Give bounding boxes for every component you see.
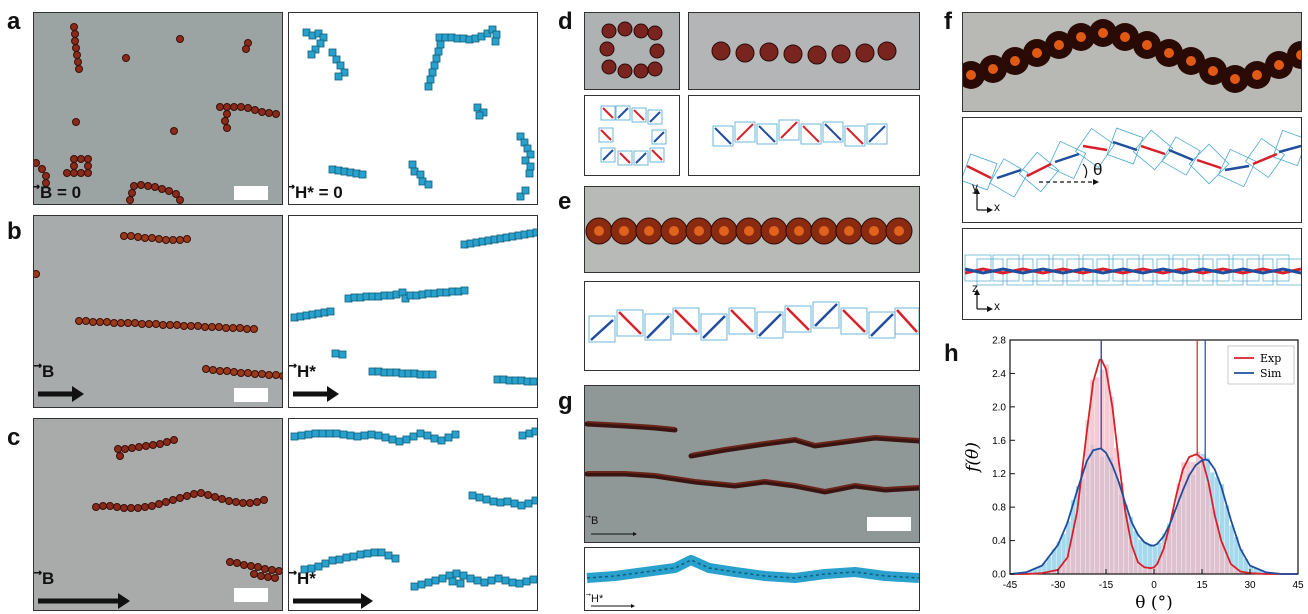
field-label-c-exp: ⃗B xyxy=(42,569,55,588)
panel-c-experiment: ⃗B xyxy=(33,418,283,611)
histogram-bar xyxy=(1181,461,1187,575)
y-tick-label: 2.4 xyxy=(992,369,1006,380)
panel-label-e: e xyxy=(558,188,572,215)
panel-f-xy-simulation: θ y x xyxy=(962,117,1302,223)
field-label-c-sim: ⃗H* xyxy=(297,569,316,588)
cube-chain-e-sim xyxy=(588,301,919,343)
particle-square-exp xyxy=(599,21,665,79)
panel-label-h: h xyxy=(944,340,959,367)
panel-label-b: b xyxy=(7,218,22,245)
field-label-a-sim: ⃗H* = 0 xyxy=(295,183,343,202)
x-tick-label: -45 xyxy=(1003,580,1018,591)
particle-chains-g-exp xyxy=(585,421,919,536)
y-tick-label: 0.8 xyxy=(992,503,1006,514)
histogram-bar xyxy=(1099,369,1105,575)
scale-bar xyxy=(234,186,268,200)
histogram-bar xyxy=(1094,376,1100,575)
panel-f-experiment xyxy=(962,12,1302,112)
x-tick-label: 45 xyxy=(1292,580,1304,591)
panel-label-a: a xyxy=(7,8,21,35)
histogram-bar xyxy=(1109,396,1115,575)
y-tick-label: 1.6 xyxy=(992,436,1006,447)
scale-bar xyxy=(234,388,268,402)
cube-square-sim xyxy=(598,105,667,166)
legend-box xyxy=(1227,345,1295,385)
field-label-b-sim: ⃗H* xyxy=(297,362,316,381)
field-label-g-sim: ⃗H* xyxy=(591,593,604,605)
particle-chains-b-exp xyxy=(34,232,282,402)
histogram-bar xyxy=(1104,364,1110,575)
field-label-g-exp: ⃗B xyxy=(591,515,599,527)
y-tick-label: 2.0 xyxy=(992,402,1006,413)
particle-chains-a-sim xyxy=(302,25,535,201)
histogram-bar xyxy=(1089,379,1095,575)
particle-chains-c-sim xyxy=(290,427,537,609)
field-label-b-exp: ⃗B xyxy=(42,362,55,381)
axis-label-z: z xyxy=(972,281,978,295)
legend-label-sim: Sim xyxy=(1260,367,1282,380)
particle-chain-exp xyxy=(711,41,897,65)
cube-chain-f-xy xyxy=(963,127,1301,213)
histogram-bar xyxy=(1205,482,1211,575)
y-tick-label: 0.0 xyxy=(992,570,1006,581)
panel-g-simulation: ⃗H* xyxy=(584,547,920,611)
axis-label-x-zx: x xyxy=(994,299,1000,313)
panel-c-simulation: ⃗H* xyxy=(288,418,538,611)
x-tick-label: 30 xyxy=(1244,580,1256,591)
scale-bar xyxy=(867,517,911,531)
panel-label-g: g xyxy=(558,388,573,415)
panel-d-chain-simulation xyxy=(688,95,920,176)
x-tick-label: -30 xyxy=(1051,580,1066,591)
histogram-bar xyxy=(1190,461,1196,575)
x-tick-label: 15 xyxy=(1196,580,1208,591)
particle-chain-e-exp xyxy=(585,217,913,245)
axis-label-x: x xyxy=(994,200,1000,214)
y-tick-label: 0.4 xyxy=(992,536,1006,547)
particle-chain-f-exp xyxy=(963,19,1301,93)
particle-chains-g-sim xyxy=(586,555,919,608)
panel-label-f: f xyxy=(944,8,952,35)
particle-chains-c-exp xyxy=(38,436,282,609)
panel-d-square-simulation xyxy=(584,95,680,176)
angle-label-theta: θ xyxy=(1093,160,1103,179)
panel-a-simulation: ⃗H* = 0 xyxy=(288,12,538,205)
panel-b-simulation: ⃗H* xyxy=(288,215,538,408)
panel-label-c: c xyxy=(7,424,21,451)
panel-d-chain-experiment xyxy=(688,12,920,90)
panel-a-experiment: ⃗B = 0 xyxy=(33,12,283,205)
cube-chain-f-zx xyxy=(964,254,1301,312)
x-tick-label: 0 xyxy=(1151,580,1157,591)
legend-label-exp: Exp xyxy=(1260,352,1281,365)
axis-label-y: y xyxy=(972,180,978,194)
field-label-a-exp: ⃗B = 0 xyxy=(40,183,82,202)
y-tick-label: 2.8 xyxy=(992,336,1006,347)
curve-sim xyxy=(1009,447,1298,575)
histogram-bar xyxy=(1209,505,1215,575)
x-tick-label: -15 xyxy=(1099,580,1114,591)
cube-chain-sim xyxy=(712,119,888,147)
particle-chains-a-exp xyxy=(34,23,280,204)
curve-exp xyxy=(1010,357,1298,575)
x-axis-label: θ (°) xyxy=(1135,593,1172,612)
panel-label-d: d xyxy=(558,8,573,35)
panel-e-experiment xyxy=(584,186,920,273)
histogram-bar xyxy=(1200,455,1206,575)
panel-f-zx-simulation: z x xyxy=(962,228,1302,320)
y-tick-label: 1.2 xyxy=(992,469,1006,480)
panel-e-simulation xyxy=(584,281,920,371)
panel-d-square-experiment xyxy=(584,12,680,90)
scale-bar xyxy=(234,588,268,602)
histogram-bar xyxy=(1195,451,1201,575)
particle-chains-b-sim xyxy=(290,228,537,402)
y-axis-label: f(θ) xyxy=(963,442,983,474)
histogram-chart: -45 -30 -15 0 15 30 45 0.0 0.4 0.8 1.2 1.6 2.0 2.4 2.8… xyxy=(963,336,1304,613)
histogram-bar xyxy=(1113,447,1119,575)
panel-b-experiment: ⃗B xyxy=(33,215,283,408)
panel-g-experiment: ⃗B xyxy=(584,385,920,543)
